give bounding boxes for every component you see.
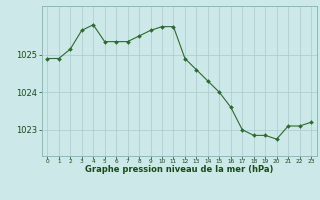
X-axis label: Graphe pression niveau de la mer (hPa): Graphe pression niveau de la mer (hPa) [85, 165, 273, 174]
